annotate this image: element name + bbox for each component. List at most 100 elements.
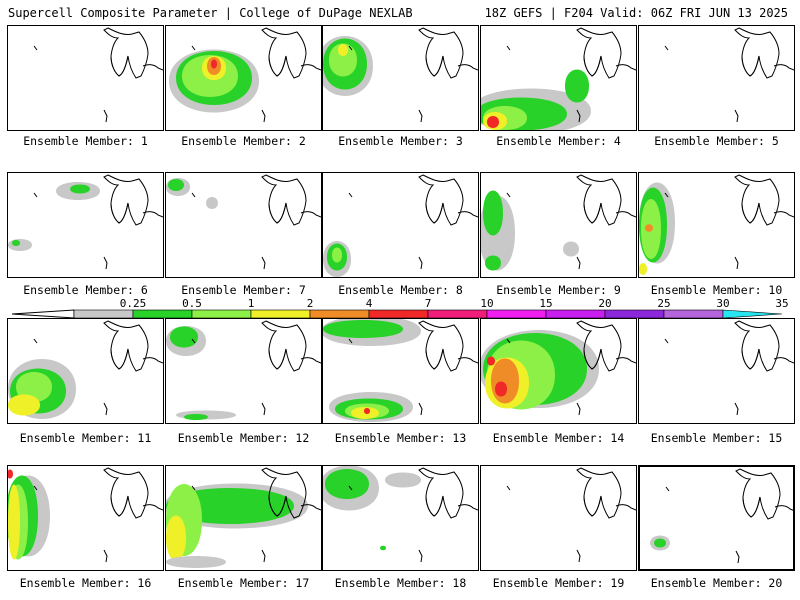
ensemble-member-map	[165, 318, 322, 424]
scp-shading	[211, 59, 217, 69]
member-map-graphic	[323, 174, 478, 277]
colorbar-swatch	[486, 309, 547, 319]
member-caption: Ensemble Member: 13	[334, 431, 467, 445]
water-body-outline	[191, 338, 196, 344]
member-caption: Ensemble Member: 11	[19, 431, 152, 445]
scp-shading	[12, 240, 20, 246]
water-body-outline	[261, 109, 266, 123]
colorbar-swatch	[250, 309, 311, 319]
ensemble-member-map	[638, 318, 795, 424]
colorbar-swatch	[73, 309, 134, 319]
colorbar-tick-label: 7	[425, 298, 432, 310]
scp-shading	[325, 469, 369, 499]
member-caption: Ensemble Member: 2	[181, 134, 306, 148]
colorbar-swatch	[191, 309, 252, 319]
colorbar-low-arrow	[12, 309, 75, 319]
ensemble-member-map	[165, 25, 322, 131]
colorbar-swatch	[545, 309, 606, 319]
water-body-outline	[103, 549, 108, 563]
member-caption: Ensemble Member: 3	[338, 134, 463, 148]
colorbar-tick-label: 2	[307, 298, 314, 310]
member-map-graphic	[8, 174, 163, 270]
water-body-outline	[191, 45, 196, 51]
scp-shading	[70, 184, 90, 194]
scp-shading	[8, 469, 13, 479]
member-map-graphic	[166, 320, 321, 420]
water-body-outline	[418, 402, 423, 416]
scp-shading	[184, 414, 208, 420]
map-title: Supercell Composite Parameter | College …	[8, 6, 413, 20]
water-body-outline	[418, 549, 423, 563]
water-body-outline	[664, 192, 669, 198]
ensemble-member-map	[7, 172, 164, 278]
water-body-outline	[576, 256, 581, 270]
member-map-graphic	[169, 27, 321, 123]
ensemble-member-map	[322, 465, 479, 571]
ensemble-member-map	[638, 25, 795, 131]
scp-shading	[168, 179, 184, 191]
scp-shading	[329, 43, 357, 77]
scp-shading	[385, 472, 421, 488]
member-map-graphic	[323, 319, 478, 422]
member-caption: Ensemble Member: 8	[338, 283, 463, 297]
colorbar-tick-label: 0.25	[120, 298, 147, 310]
water-body-outline	[665, 486, 670, 492]
ensemble-member-map	[165, 465, 322, 571]
great-lakes-outline	[268, 55, 287, 77]
water-body-outline	[348, 192, 353, 198]
great-lakes-outline	[418, 174, 478, 226]
scp-shading	[166, 515, 186, 561]
member-caption: Ensemble Member: 5	[654, 134, 779, 148]
ensemble-member-map	[322, 172, 479, 278]
scp-shading	[495, 381, 507, 397]
great-lakes-outline	[425, 55, 444, 77]
colorbar-swatch	[368, 309, 429, 319]
member-caption: Ensemble Member: 20	[650, 576, 783, 590]
water-body-outline	[191, 485, 196, 491]
water-body-outline	[506, 192, 511, 198]
ensemble-member-map	[480, 465, 637, 571]
member-caption: Ensemble Member: 1	[23, 134, 148, 148]
great-lakes-outline	[734, 27, 794, 79]
member-map-graphic	[506, 467, 636, 563]
member-caption: Ensemble Member: 10	[650, 283, 783, 297]
great-lakes-outline	[268, 495, 287, 517]
member-map-graphic	[323, 466, 478, 563]
member-map-graphic	[323, 27, 478, 123]
water-body-outline	[103, 109, 108, 123]
water-body-outline	[576, 109, 581, 123]
colorbar-tick-label: 1	[248, 298, 255, 310]
colorbar-tick-label: 15	[539, 298, 552, 310]
water-body-outline	[576, 402, 581, 416]
scp-shading	[485, 255, 501, 271]
member-caption: Ensemble Member: 16	[19, 576, 152, 590]
colorbar-swatch	[132, 309, 193, 319]
great-lakes-outline	[418, 467, 478, 519]
water-body-outline	[735, 550, 740, 564]
great-lakes-outline	[418, 320, 478, 372]
scp-shading	[16, 372, 52, 402]
colorbar-swatch	[604, 309, 665, 319]
water-body-outline	[418, 256, 423, 270]
great-lakes-outline	[425, 202, 444, 224]
great-lakes-outline	[741, 202, 760, 224]
colorbar-tick-label: 10	[480, 298, 493, 310]
ensemble-member-map	[322, 318, 479, 424]
member-map-graphic	[166, 467, 321, 568]
water-body-outline	[734, 109, 739, 123]
ensemble-member-map	[7, 465, 164, 571]
great-lakes-outline	[110, 495, 129, 517]
member-map-graphic	[481, 27, 636, 130]
water-body-outline	[103, 256, 108, 270]
scp-shading	[332, 247, 342, 263]
great-lakes-outline	[583, 495, 602, 517]
member-caption: Ensemble Member: 15	[650, 431, 783, 445]
great-lakes-outline	[261, 174, 321, 226]
scp-shading	[338, 44, 348, 56]
scp-shading	[206, 197, 218, 209]
ensemble-member-map	[7, 318, 164, 424]
ensemble-member-map	[165, 172, 322, 278]
member-map-graphic	[33, 27, 163, 123]
member-map-graphic	[481, 174, 636, 271]
water-body-outline	[261, 549, 266, 563]
